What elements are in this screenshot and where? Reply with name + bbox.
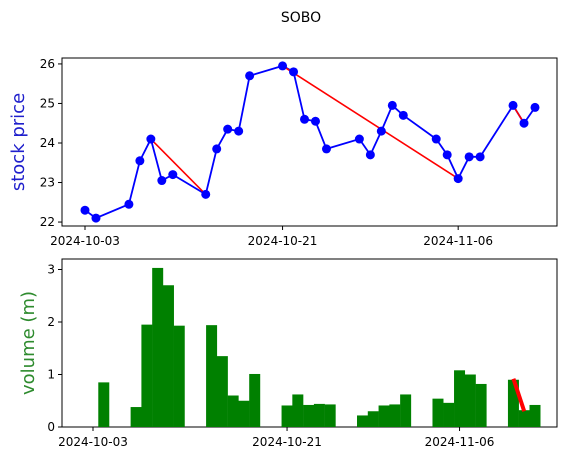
price-trend-line <box>282 65 459 180</box>
price-point <box>223 124 233 134</box>
price-markers <box>80 61 540 223</box>
price-chart: 22 23 24 25 26 2024-10-03 2024-10-21 2024-11-0… <box>8 57 558 248</box>
price-y-tick-label: 23 <box>40 176 55 190</box>
price-plot-frame <box>61 57 558 227</box>
price-point <box>464 152 474 162</box>
volume-bar <box>152 267 164 427</box>
price-point <box>475 152 485 162</box>
price-y-axis: 22 23 24 25 26 <box>40 57 62 229</box>
price-point <box>398 110 408 120</box>
price-y-tick-label: 24 <box>40 136 55 150</box>
volume-bar <box>130 407 142 427</box>
volume-x-axis: 2024-10-03 2024-10-21 2024-11-06 <box>58 427 494 449</box>
volume-y-tick-label: 3 <box>47 263 55 277</box>
price-point <box>278 61 288 71</box>
volume-bar <box>303 404 315 427</box>
volume-bar <box>292 394 304 427</box>
price-y-tick-label: 22 <box>40 215 55 229</box>
price-y-tick-label: 26 <box>40 57 55 71</box>
price-point <box>157 176 167 186</box>
volume-bars <box>98 267 541 427</box>
price-y-tick-label: 25 <box>40 96 55 110</box>
price-point <box>80 205 90 215</box>
price-point <box>530 102 540 112</box>
volume-bar <box>249 373 261 427</box>
price-point <box>376 126 386 136</box>
figure-title: SOBO <box>281 10 321 26</box>
price-x-axis: 2024-10-03 2024-10-21 2024-11-06 <box>50 226 493 248</box>
price-point <box>387 100 397 110</box>
volume-bar <box>227 395 239 427</box>
price-y-label: stock price <box>8 93 29 191</box>
volume-bar <box>324 404 336 427</box>
price-x-tick-label: 2024-10-21 <box>248 234 318 248</box>
volume-trend-line <box>511 378 527 412</box>
volume-bar <box>378 405 390 427</box>
volume-y-tick-label: 0 <box>47 420 55 434</box>
volume-y-axis: 0 1 2 3 <box>47 263 62 434</box>
price-point <box>442 150 452 160</box>
volume-bar <box>98 382 110 427</box>
price-point <box>234 126 244 136</box>
volume-bar <box>281 405 293 427</box>
volume-bar <box>454 370 466 427</box>
volume-bar <box>389 404 401 427</box>
volume-trend-lines <box>511 378 527 412</box>
volume-bar <box>238 400 250 427</box>
price-trend-lines <box>150 65 525 195</box>
volume-bar <box>141 324 153 427</box>
volume-bar <box>400 394 412 427</box>
volume-bar <box>432 398 444 427</box>
volume-y-tick-label: 2 <box>47 315 55 329</box>
price-point <box>310 116 320 126</box>
volume-bar <box>313 403 325 427</box>
volume-bar <box>162 285 174 427</box>
volume-bar <box>475 383 487 427</box>
price-point <box>508 100 518 110</box>
price-point <box>201 189 211 199</box>
price-point <box>124 199 134 209</box>
price-point <box>91 213 101 223</box>
volume-chart: 0 1 2 3 2024-10-03 2024-10-21 2024-11-06 volu… <box>18 258 558 449</box>
volume-bar <box>529 404 541 427</box>
price-point <box>453 174 463 184</box>
volume-y-label: volume (m) <box>18 291 39 395</box>
volume-x-tick-label: 2024-11-06 <box>425 435 495 449</box>
price-point <box>168 170 178 180</box>
volume-bar <box>464 374 476 427</box>
volume-bar <box>518 410 530 427</box>
volume-bar <box>367 411 379 427</box>
price-x-tick-label: 2024-11-06 <box>423 234 493 248</box>
price-point <box>321 144 331 154</box>
volume-bar <box>443 402 455 427</box>
price-point <box>431 134 441 144</box>
price-point <box>135 156 145 166</box>
price-point <box>245 71 255 81</box>
volume-bar <box>357 415 369 427</box>
volume-bar <box>216 356 228 427</box>
volume-bar <box>173 325 185 427</box>
volume-y-tick-label: 1 <box>47 368 55 382</box>
volume-bar <box>206 325 218 427</box>
price-trend-line <box>150 138 207 195</box>
price-point <box>519 118 529 128</box>
price-point <box>289 67 299 77</box>
volume-x-tick-label: 2024-10-03 <box>58 435 128 449</box>
price-point <box>354 134 364 144</box>
price-point <box>212 144 222 154</box>
price-point <box>365 150 375 160</box>
price-x-tick-label: 2024-10-03 <box>50 234 120 248</box>
volume-x-tick-label: 2024-10-21 <box>252 435 322 449</box>
price-point <box>300 114 310 124</box>
volume-bar <box>507 379 519 427</box>
price-point <box>146 134 156 144</box>
